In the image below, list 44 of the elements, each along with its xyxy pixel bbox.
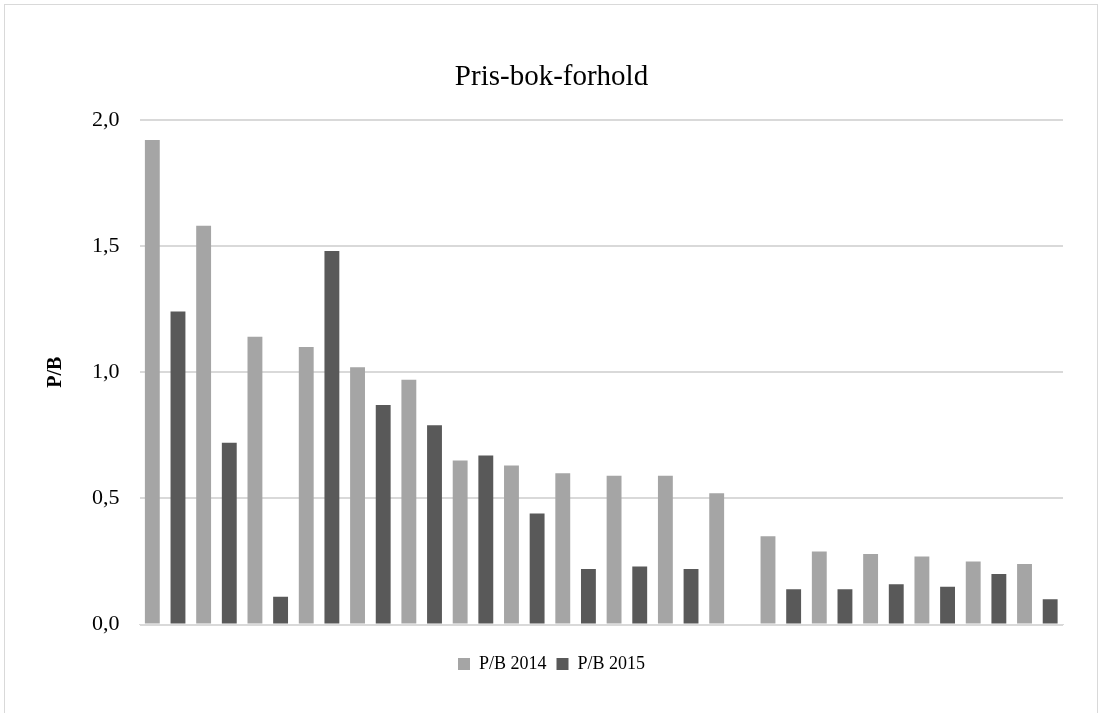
bar (811, 551, 827, 624)
bar (837, 589, 853, 624)
legend-label: P/B 2014 (478, 652, 547, 673)
bar (478, 455, 494, 624)
bar (324, 251, 340, 624)
bar (709, 493, 725, 624)
bar (401, 379, 417, 624)
bar (940, 586, 955, 624)
bar (529, 513, 545, 624)
bar (504, 465, 519, 624)
bar (196, 225, 212, 624)
bar (555, 473, 571, 624)
y-tick-label: 0,0 (92, 610, 120, 636)
bar (863, 553, 879, 624)
bar (273, 596, 289, 624)
legend-label: P/B 2015 (577, 652, 646, 673)
bar (914, 556, 930, 624)
bar (888, 584, 904, 624)
bar (298, 346, 314, 624)
bar (144, 139, 160, 624)
bar (375, 405, 391, 624)
bar (991, 574, 1007, 624)
bar (657, 475, 673, 624)
bar (350, 367, 365, 624)
bar (170, 311, 186, 624)
bar (683, 569, 699, 624)
bar (1042, 599, 1058, 624)
y-tick-label: 2,0 (92, 105, 120, 131)
bar (632, 566, 648, 624)
y-tick-label: 1,0 (92, 357, 120, 383)
y-tick-label: 0,5 (92, 484, 120, 510)
y-axis-title: P/B (43, 356, 66, 388)
bar (427, 425, 442, 624)
bar (247, 336, 263, 624)
bar (580, 569, 596, 624)
bar (452, 460, 468, 624)
bar (1017, 564, 1032, 624)
y-tick-label: 1,5 (92, 231, 120, 257)
bar (606, 475, 622, 624)
bar (965, 561, 981, 624)
chart-title: Pris-bok-forhold (454, 59, 649, 92)
bar (760, 536, 776, 624)
bar (221, 442, 237, 624)
bar (786, 589, 802, 624)
